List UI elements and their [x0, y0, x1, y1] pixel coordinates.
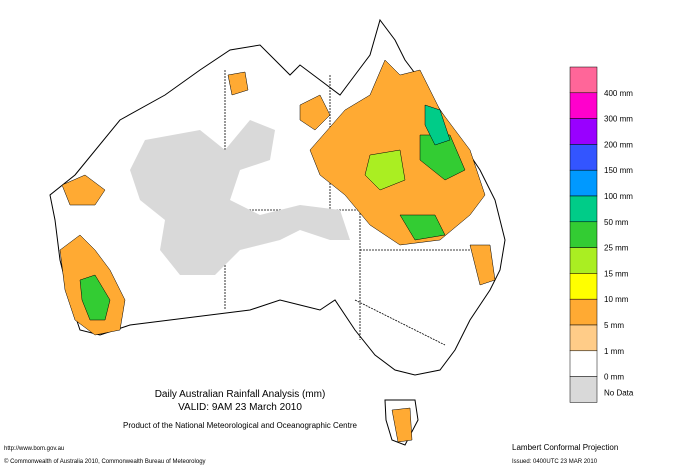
- legend-swatch: [569, 92, 598, 119]
- legend-swatch: [569, 247, 598, 274]
- rain-wa: [61, 174, 106, 206]
- rain-south-qld: [399, 214, 446, 241]
- url: http://www.bom.gov.au: [4, 446, 64, 452]
- legend-swatch: [569, 169, 598, 197]
- rainfall-areas: [59, 59, 496, 443]
- issued: Issued: 0400UTC 23 MAR 2010: [512, 459, 598, 465]
- legend-label: 0 mm: [604, 373, 624, 382]
- no-data: [130, 120, 350, 275]
- rain-sw-25: [79, 274, 111, 321]
- legend-label: 50 mm: [604, 218, 629, 227]
- legend-swatch: [569, 376, 598, 403]
- legend-label: 200 mm: [604, 140, 633, 149]
- rain-qld-15: [364, 149, 406, 191]
- rain-kimberley: [227, 71, 249, 96]
- legend-label: 25 mm: [604, 244, 629, 253]
- legend-label: 150 mm: [604, 166, 633, 175]
- legend-swatch: [569, 195, 598, 223]
- legend-label: 100 mm: [604, 192, 633, 201]
- legend-swatch: [569, 221, 598, 248]
- legend-label: 5 mm: [604, 321, 624, 330]
- legend-label: 300 mm: [604, 115, 633, 124]
- legend-label: 15 mm: [604, 269, 629, 278]
- copyright: © Commonwealth of Australia 2010, Common…: [4, 458, 206, 465]
- legend-label: 400 mm: [604, 89, 633, 98]
- legend-label: 1 mm: [604, 347, 624, 356]
- map-title: Daily Australian Rainfall Analysis (mm): [155, 389, 326, 400]
- legend-swatch: [569, 273, 598, 300]
- legend-swatch: [569, 66, 598, 94]
- legend: 400 mm 300 mm 200 mm 150 mm 100 mm 50 mm 25 mm…: [569, 66, 634, 403]
- projection: Lambert Conformal Projection: [512, 443, 618, 452]
- rain-tas: [391, 407, 413, 443]
- product-note: Product of the National Meteorological a…: [123, 421, 357, 430]
- legend-swatch: [569, 324, 598, 352]
- legend-swatch: [569, 118, 598, 145]
- valid-time: VALID: 9AM 23 March 2010: [178, 402, 302, 413]
- legend-swatch: [569, 350, 598, 377]
- rain-qld-50: [424, 104, 451, 146]
- rain-nt: [299, 94, 331, 131]
- legend-swatch: [569, 144, 598, 171]
- legend-swatch: [569, 298, 598, 326]
- legend-label: No Data: [604, 389, 634, 398]
- legend-label: 10 mm: [604, 295, 629, 304]
- rain-nsw: [469, 244, 496, 286]
